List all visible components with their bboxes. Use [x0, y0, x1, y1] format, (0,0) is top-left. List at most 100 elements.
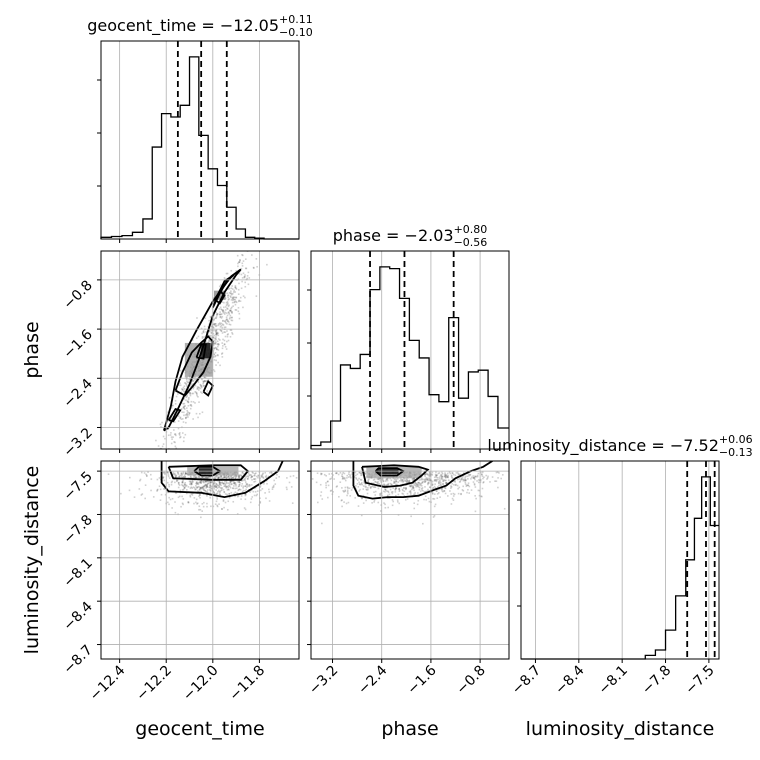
sample-point	[342, 477, 345, 480]
sample-point	[164, 452, 166, 454]
sample-point	[235, 485, 237, 487]
panel-luminosity_distance_vs_geocent_time-density	[107, 461, 298, 519]
sample-point	[221, 342, 224, 344]
sample-point	[164, 466, 166, 468]
sample-point	[477, 472, 480, 475]
sample-point	[197, 381, 200, 384]
sample-point	[272, 484, 275, 487]
sample-point	[262, 477, 265, 479]
sample-point	[234, 487, 237, 490]
sample-point	[212, 505, 215, 508]
sample-point	[369, 486, 372, 489]
sample-point	[178, 475, 181, 478]
sample-point	[239, 488, 242, 491]
sample-point	[384, 488, 386, 491]
sample-point	[418, 488, 421, 491]
sample-point	[205, 480, 207, 483]
sample-point	[188, 412, 191, 414]
sample-point	[223, 313, 226, 315]
sample-point	[256, 265, 258, 268]
sample-point	[403, 478, 406, 480]
sample-point	[255, 472, 257, 475]
sample-point	[425, 498, 428, 501]
sample-point	[501, 474, 504, 476]
sample-point	[408, 481, 410, 484]
sample-point	[379, 478, 382, 481]
sample-point	[197, 477, 200, 479]
sample-point	[259, 485, 262, 487]
sample-point	[235, 477, 237, 480]
sample-point	[459, 473, 461, 476]
sample-point	[416, 483, 418, 486]
sample-point	[354, 497, 357, 499]
sample-point	[385, 484, 388, 487]
sample-point	[235, 296, 237, 299]
sample-point	[412, 486, 415, 489]
sample-point	[237, 475, 240, 478]
sample-point	[243, 478, 246, 481]
sample-point	[344, 490, 346, 493]
sample-point	[187, 381, 189, 384]
sample-point	[167, 434, 170, 437]
sample-point	[348, 487, 351, 490]
sample-point	[200, 384, 203, 387]
sample-point	[467, 484, 469, 487]
sample-point	[237, 494, 240, 497]
sample-point	[206, 495, 208, 497]
sample-point	[215, 311, 217, 314]
sample-point	[414, 484, 416, 486]
sample-point	[412, 493, 415, 496]
sample-point	[228, 483, 231, 485]
sample-point	[170, 417, 172, 420]
sample-point	[213, 492, 216, 495]
sample-point	[171, 438, 173, 440]
sample-point	[207, 334, 210, 336]
sample-point	[235, 487, 238, 490]
sample-point	[393, 481, 396, 484]
sample-point	[199, 486, 202, 489]
sample-point	[217, 477, 219, 479]
sample-point	[139, 479, 141, 482]
sample-point	[195, 485, 197, 487]
sample-point	[405, 480, 408, 483]
sample-point	[395, 478, 398, 481]
sample-point	[170, 481, 173, 484]
sample-point	[219, 313, 221, 316]
sample-point	[403, 487, 405, 489]
sample-point	[331, 472, 333, 475]
sample-point	[359, 483, 361, 486]
sample-point	[447, 474, 449, 477]
sample-point	[366, 489, 368, 491]
sample-point	[402, 489, 404, 492]
sample-point	[452, 473, 455, 476]
sample-point	[205, 340, 207, 342]
sample-point	[252, 266, 255, 269]
sample-point	[426, 479, 429, 481]
sample-point	[214, 351, 217, 354]
sample-point	[225, 272, 228, 275]
sample-point	[262, 472, 264, 475]
sample-point	[179, 369, 182, 372]
sample-point	[189, 480, 192, 483]
sample-point	[213, 353, 216, 356]
sample-point	[203, 489, 205, 491]
sample-point	[211, 321, 214, 323]
sample-point	[200, 487, 202, 490]
sample-point	[199, 383, 201, 386]
sample-point	[213, 491, 216, 494]
sample-point	[244, 479, 246, 482]
sample-point	[225, 486, 227, 488]
sample-point	[241, 262, 244, 265]
sample-point	[230, 290, 232, 292]
sample-point	[214, 484, 216, 487]
sample-point	[216, 490, 219, 493]
sample-point	[382, 480, 385, 482]
sample-point	[394, 487, 397, 490]
sample-point	[184, 471, 187, 474]
sample-point	[237, 262, 239, 265]
sample-point	[185, 396, 188, 399]
sample-point	[364, 472, 367, 475]
sample-point	[404, 498, 407, 501]
sample-point	[210, 316, 212, 319]
sample-point	[228, 496, 231, 499]
